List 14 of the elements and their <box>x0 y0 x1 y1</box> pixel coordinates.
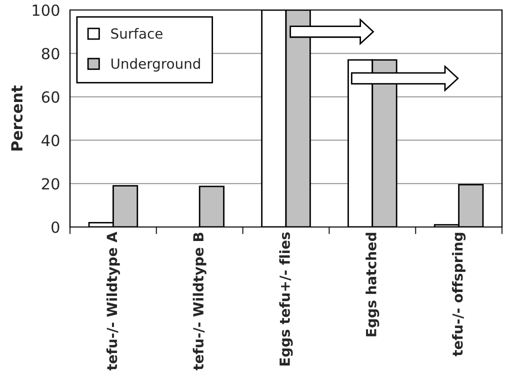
legend-label: Underground <box>111 58 200 72</box>
x-tick-label: tefu-/- offspring <box>452 232 466 356</box>
y-tick-label: 80 <box>42 48 60 60</box>
y-axis-title: Percent <box>11 86 23 150</box>
y-tick-label: 100 <box>32 4 60 16</box>
x-tick-label: tefu-/- Wildtype B <box>192 232 206 370</box>
y-tick-label: 0 <box>52 221 60 234</box>
legend-label: Surface <box>111 28 162 39</box>
x-tick-label: Eggs tefu+/- flies <box>279 232 293 366</box>
x-tick-label: tefu-/- Wildtype A <box>106 232 120 370</box>
y-tick-label: 20 <box>42 178 60 190</box>
y-tick-label: 60 <box>42 91 60 103</box>
x-tick-label: Eggs hatched <box>366 232 380 336</box>
y-tick-label: 40 <box>42 134 60 146</box>
